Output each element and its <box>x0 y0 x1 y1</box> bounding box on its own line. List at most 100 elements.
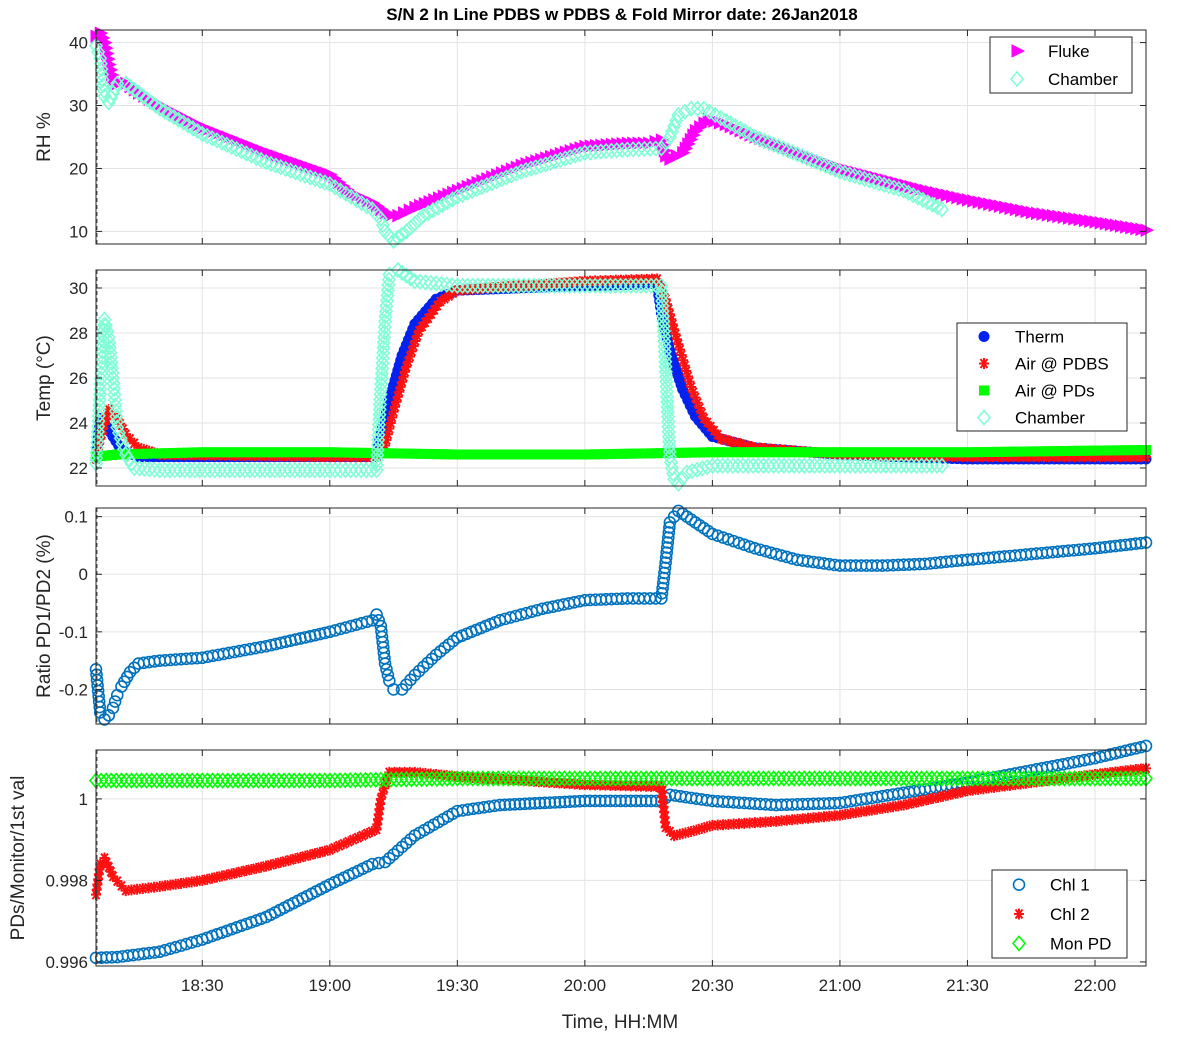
data-point <box>95 858 106 870</box>
data-point <box>572 770 587 787</box>
data-point <box>633 770 649 787</box>
data-point <box>799 149 814 167</box>
data-point <box>267 462 282 479</box>
data-point <box>222 447 233 458</box>
data-point <box>947 788 958 800</box>
data-point <box>832 163 847 180</box>
data-point <box>894 457 909 474</box>
data-point <box>663 303 674 315</box>
data-point <box>132 883 143 895</box>
data-point <box>926 447 937 458</box>
data-point <box>181 877 192 889</box>
data-point <box>741 770 756 787</box>
data-point <box>1052 770 1067 787</box>
data-point <box>1033 451 1044 463</box>
data-point <box>662 526 676 539</box>
data-point <box>108 695 122 708</box>
data-point <box>925 196 940 213</box>
y-tick-label: 30 <box>69 97 88 116</box>
data-point <box>423 274 438 292</box>
data-point <box>848 457 863 474</box>
data-point <box>246 863 257 875</box>
data-point <box>886 179 901 196</box>
data-point <box>868 770 883 787</box>
data-point <box>858 770 873 787</box>
data-point <box>567 277 582 294</box>
data-point <box>829 810 840 822</box>
data-point <box>288 164 303 181</box>
data-point <box>562 277 577 294</box>
data-point <box>814 447 825 458</box>
data-point <box>409 770 424 788</box>
data-point <box>666 313 677 325</box>
legend-marker <box>978 331 990 342</box>
legend-label: Chamber <box>1048 70 1118 89</box>
data-point <box>170 878 181 890</box>
data-point <box>608 770 623 787</box>
data-point <box>440 193 455 211</box>
data-point <box>133 442 144 454</box>
data-point <box>187 462 202 479</box>
data-point <box>755 816 766 828</box>
data-point <box>103 861 114 873</box>
data-point <box>248 447 259 458</box>
data-point <box>375 793 386 805</box>
data-point <box>609 142 624 159</box>
data-point <box>669 830 680 842</box>
data-point <box>126 884 137 896</box>
data-point <box>655 302 670 320</box>
data-point <box>688 386 699 398</box>
data-point <box>293 165 308 183</box>
data-point <box>159 772 174 789</box>
data-point <box>564 449 575 460</box>
data-point <box>590 449 601 460</box>
data-point <box>465 277 480 294</box>
data-point <box>680 827 691 839</box>
data-point <box>227 447 238 458</box>
data-point <box>1077 770 1092 787</box>
data-point <box>418 274 433 291</box>
legend-label: Fluke <box>1048 42 1090 61</box>
data-point <box>498 798 512 812</box>
data-point <box>106 701 120 715</box>
data-point <box>533 449 544 460</box>
data-point <box>322 772 337 789</box>
data-point <box>533 776 544 788</box>
data-point <box>639 277 654 294</box>
data-point <box>569 778 580 790</box>
data-point <box>1028 446 1039 457</box>
data-point <box>112 413 123 424</box>
data-point <box>372 856 385 870</box>
data-point <box>659 556 672 570</box>
data-point <box>658 348 673 365</box>
data-point <box>630 448 641 459</box>
data-point <box>834 447 845 458</box>
data-point <box>542 770 557 787</box>
data-point <box>771 457 786 474</box>
data-point <box>491 277 506 294</box>
data-point <box>224 138 239 156</box>
data-point <box>412 330 423 342</box>
data-point <box>384 423 395 435</box>
legend: Therm Air @ PDBS Air @ PDs Chamber <box>956 322 1128 432</box>
data-point <box>582 770 598 787</box>
data-point <box>93 706 107 719</box>
data-point <box>528 775 539 787</box>
data-point <box>511 770 526 787</box>
data-point <box>506 770 521 787</box>
data-point <box>1130 451 1141 463</box>
data-point <box>623 277 638 294</box>
data-point <box>756 457 771 474</box>
legend-label: Chl 2 <box>1050 905 1090 924</box>
data-point <box>939 770 955 787</box>
data-point <box>143 882 154 894</box>
data-point <box>425 652 439 666</box>
legend-marker <box>976 409 992 426</box>
data-point <box>322 462 337 479</box>
data-point <box>745 440 756 452</box>
data-point <box>644 277 659 294</box>
data-point <box>1089 451 1100 463</box>
data-point <box>266 772 281 789</box>
data-point <box>263 447 274 458</box>
data-point <box>664 770 679 787</box>
